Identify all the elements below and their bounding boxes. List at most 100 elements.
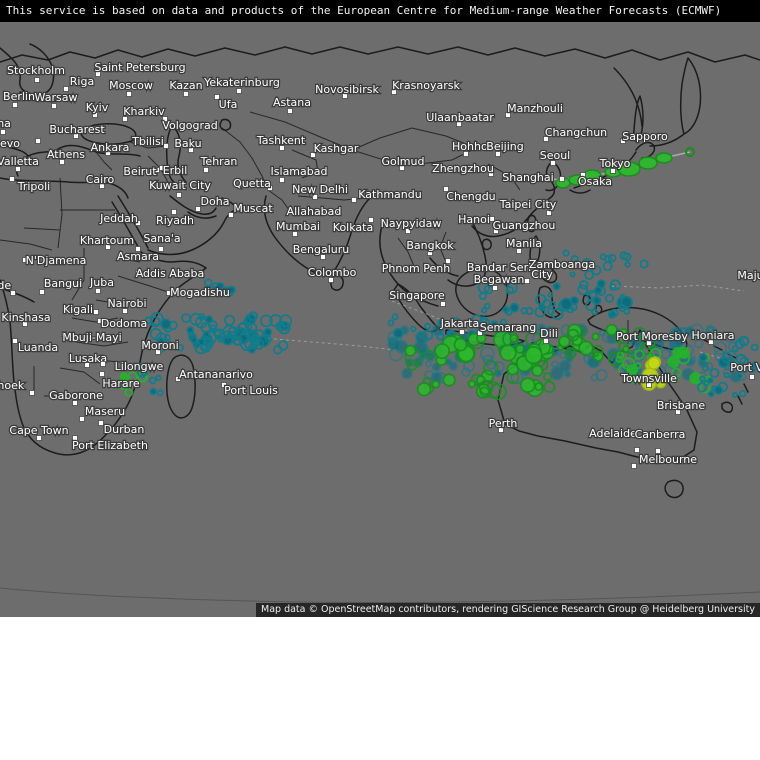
cyclone-dot — [560, 297, 573, 311]
city-marker — [29, 390, 35, 396]
cyclone-dot — [263, 327, 273, 337]
cyclone-dot — [705, 362, 714, 371]
cyclone-dot — [615, 355, 623, 363]
coastline — [79, 123, 137, 145]
city-marker — [463, 151, 469, 157]
city-label: Bucharest — [49, 123, 105, 136]
border-line — [351, 127, 477, 151]
city-marker — [279, 145, 285, 151]
city-marker — [9, 176, 15, 182]
cyclone-dot — [448, 361, 459, 371]
border-line — [23, 227, 61, 231]
cyclone-dot — [207, 285, 216, 295]
cyclone-dot — [591, 265, 602, 276]
border-line — [95, 299, 121, 305]
city-label: Krasnoyarsk — [392, 79, 460, 92]
cyclone-dot — [424, 349, 434, 359]
coastline — [721, 401, 734, 413]
cyclone-dot — [751, 361, 758, 368]
cyclone-dot — [514, 343, 525, 354]
city-marker — [95, 71, 101, 77]
cyclone-dot — [223, 330, 233, 339]
cyclone-dot — [254, 329, 264, 339]
city-marker — [351, 197, 357, 203]
cyclone-dot — [203, 278, 213, 288]
city-marker — [580, 172, 586, 178]
city-label: Tashkent — [256, 134, 306, 147]
city-marker — [646, 382, 652, 388]
cyclone-dot — [739, 356, 750, 367]
city-label: Kuwait City — [149, 179, 211, 192]
cyclone-dot — [431, 379, 441, 389]
border-line — [439, 231, 447, 263]
city-marker — [312, 194, 318, 200]
city-marker — [405, 228, 411, 234]
coastline — [455, 267, 509, 318]
city-label: Islamabad — [271, 165, 328, 178]
cyclone-dot — [401, 367, 413, 380]
cyclone-dot — [613, 331, 627, 344]
city-marker — [92, 112, 98, 118]
coastline — [481, 238, 492, 251]
cyclone-dot — [483, 302, 491, 310]
city-label: Stockholm — [7, 64, 65, 77]
ecmwf-disclaimer-bar: This service is based on data and produc… — [0, 0, 760, 22]
city-marker — [12, 338, 18, 344]
coastline — [633, 95, 644, 143]
cyclone-dot — [693, 338, 704, 349]
cyclone-dot — [589, 290, 598, 299]
city-label: Windhoek — [0, 379, 25, 392]
border-line — [487, 163, 521, 191]
cyclone-dot — [190, 336, 198, 344]
cyclone-dot — [581, 257, 593, 269]
city-label: Shanghai — [502, 171, 553, 184]
border-line — [351, 147, 477, 165]
city-marker — [516, 248, 522, 254]
city-label: Brisbane — [657, 399, 706, 412]
city-label: Athens — [47, 148, 85, 161]
city-marker — [214, 94, 220, 100]
city-label: Ufa — [219, 98, 238, 111]
city-label: Seoul — [540, 149, 571, 162]
city-marker — [543, 338, 549, 344]
city-marker — [655, 448, 661, 454]
cyclone-dot — [604, 293, 615, 303]
city-marker — [175, 376, 181, 382]
border-line — [95, 151, 113, 171]
city-label: Allahabad — [287, 205, 342, 218]
border-line — [59, 367, 101, 385]
coastline — [263, 195, 371, 275]
cyclone-dot — [731, 345, 740, 353]
city-label: Lusaka — [69, 352, 107, 365]
cyclone-dot — [739, 389, 747, 398]
city-marker — [456, 121, 462, 127]
cyclone-dot — [746, 362, 758, 374]
city-label: Beirut — [123, 165, 157, 178]
cyclone-dot — [453, 337, 468, 352]
city-marker — [550, 160, 556, 166]
city-label: Quetta — [233, 177, 271, 190]
city-label: Sana'a — [143, 232, 180, 245]
city-label: Bandar Seri — [467, 261, 531, 274]
city-label: Manzhouli — [507, 102, 563, 115]
city-label: Kharkiv — [123, 105, 165, 118]
city-label: Chengdu — [446, 190, 495, 203]
cyclone-dot — [604, 254, 613, 264]
cyclone-dot — [634, 349, 645, 360]
city-marker — [368, 217, 374, 223]
cyclone-dot — [424, 322, 432, 330]
city-marker — [163, 143, 169, 149]
city-marker — [73, 133, 79, 139]
cyclone-cluster-mascarene-tail — [232, 327, 273, 350]
city-marker — [105, 244, 111, 250]
city-marker — [93, 309, 99, 315]
city-marker — [97, 318, 103, 324]
city-label: Hanoi — [458, 213, 490, 226]
cyclone-dot — [269, 313, 283, 327]
cyclone-dot — [499, 344, 517, 362]
city-marker — [22, 257, 28, 263]
city-marker — [176, 192, 182, 198]
city-label: Kathmandu — [358, 188, 421, 201]
storm-position-blob — [638, 156, 658, 170]
city-label: Riga — [70, 75, 94, 88]
